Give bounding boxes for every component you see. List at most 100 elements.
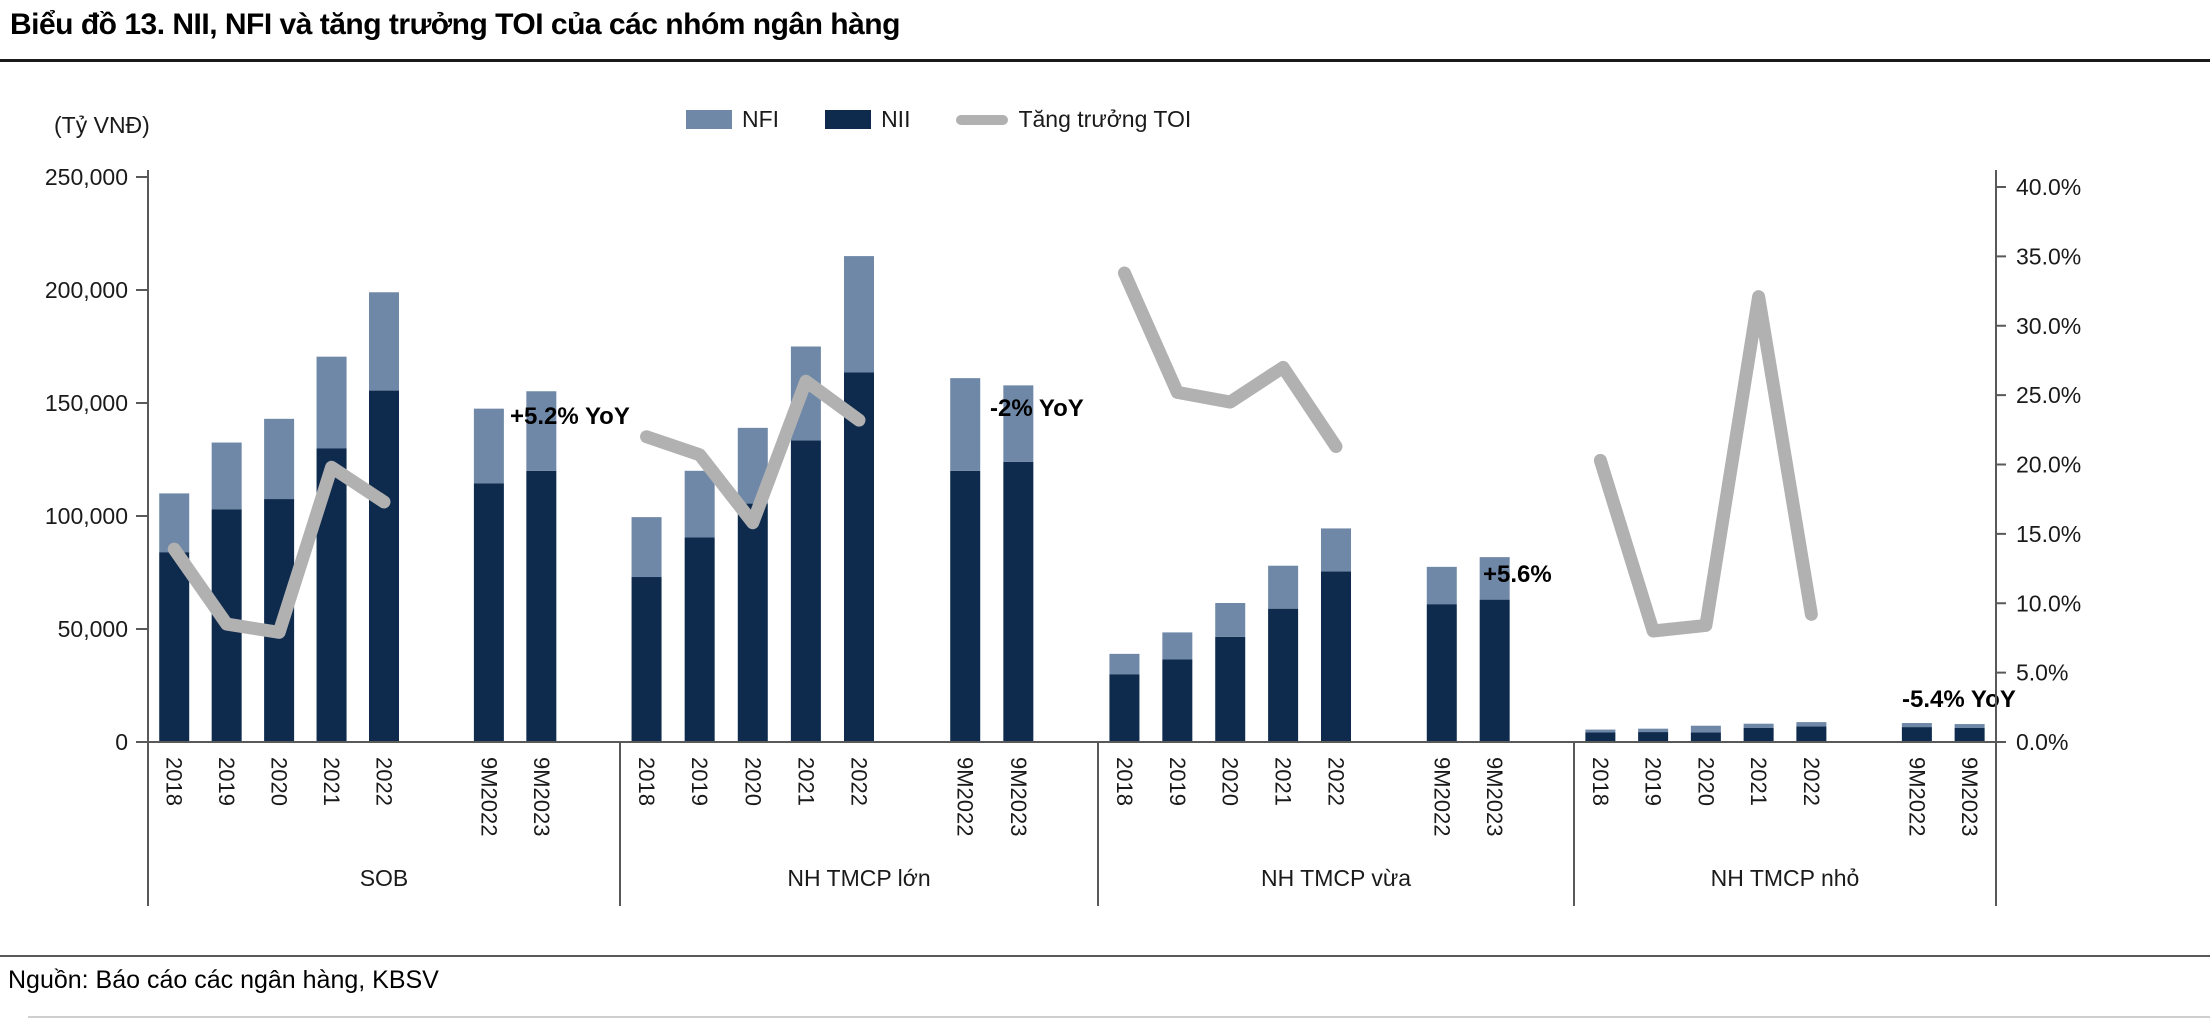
bar-nfi-nh-tmcp-v-a-2019 — [1162, 632, 1193, 660]
x-axis-year-label: 2020 — [267, 757, 292, 806]
left-axis-tick-label: 200,000 — [45, 277, 128, 303]
bar-nfi-sob-2022 — [369, 292, 399, 391]
bar-nii-sob-9M2023 — [526, 470, 557, 742]
bar-nfi-sob-2020 — [264, 418, 295, 500]
bar-nii-sob-2022 — [369, 390, 399, 742]
bar-nfi-nh-tmcp-v-a-2021 — [1268, 565, 1299, 609]
left-axis-tick-label: 100,000 — [45, 503, 128, 529]
x-axis-year-label: 9M2023 — [529, 757, 554, 837]
bar-nfi-sob-9M2023 — [526, 391, 557, 471]
annotation-nh-tmcp-l-n: -2% YoY — [990, 395, 1084, 422]
x-axis-year-label: 2019 — [687, 757, 712, 806]
toi-growth-line-nh-tmcp-l-n — [640, 374, 866, 530]
group-label-nh-tmcp-v-a: NH TMCP vừa — [1261, 865, 1411, 891]
bar-nii-nh-tmcp-nh--2021 — [1743, 727, 1774, 742]
bar-nii-nh-tmcp-v-a-2020 — [1215, 636, 1246, 742]
bar-nfi-nh-tmcp-nh--9M2022 — [1901, 723, 1932, 728]
right-axis-tick-label: 0.0% — [2016, 729, 2068, 755]
toi-growth-line-nh-tmcp-nh- — [1593, 290, 1818, 638]
x-axis-year-label: 2021 — [793, 757, 818, 806]
x-axis-year-label: 2020 — [1218, 757, 1243, 806]
bar-nii-nh-tmcp-v-a-2021 — [1268, 608, 1299, 742]
x-axis-year-label: 2021 — [1746, 757, 1771, 806]
x-axis-year-label: 2020 — [740, 757, 765, 806]
bar-nii-sob-9M2022 — [473, 483, 504, 742]
bar-nii-nh-tmcp-nh--2022 — [1796, 726, 1827, 742]
bar-nii-nh-tmcp-l-n-9M2023 — [1003, 461, 1034, 742]
toi-growth-line-sob — [167, 460, 391, 639]
left-axis-tick-label: 250,000 — [45, 164, 128, 190]
bar-nfi-sob-2019 — [211, 442, 242, 510]
bar-nii-nh-tmcp-l-n-9M2022 — [950, 470, 981, 742]
bar-nii-nh-tmcp-nh--9M2022 — [1901, 727, 1932, 742]
right-axis-tick-label: 10.0% — [2016, 590, 2081, 616]
bar-nii-nh-tmcp-nh--2019 — [1638, 732, 1669, 742]
bar-nfi-nh-tmcp-nh--2021 — [1743, 723, 1774, 728]
right-axis-tick-label: 20.0% — [2016, 452, 2081, 478]
x-axis-year-label: 2019 — [1641, 757, 1666, 806]
right-axis-tick-label: 30.0% — [2016, 313, 2081, 339]
x-axis-year-label: 2022 — [372, 757, 397, 806]
x-axis-year-label: 2018 — [1112, 757, 1137, 806]
x-axis-year-label: 9M2023 — [1006, 757, 1031, 837]
x-axis-year-label: 9M2022 — [1904, 757, 1929, 837]
x-axis-year-label: 2018 — [162, 757, 187, 806]
bar-nii-nh-tmcp-v-a-9M2022 — [1426, 604, 1457, 742]
bar-nfi-nh-tmcp-v-a-9M2022 — [1426, 566, 1457, 605]
bar-nii-sob-2018 — [159, 552, 190, 742]
legend-swatch-nii — [825, 110, 872, 129]
bar-nfi-nh-tmcp-l-n-2022 — [844, 256, 874, 373]
bar-nfi-sob-9M2022 — [473, 408, 504, 484]
bar-nii-nh-tmcp-nh--2020 — [1690, 732, 1721, 742]
legend-label-toi: Tăng trưởng TOI — [1018, 106, 1192, 132]
legend-swatch-toi-line — [956, 114, 1009, 125]
chart-title: Biểu đồ 13. NII, NFI và tăng trưởng TOI … — [10, 8, 900, 41]
group-label-sob: SOB — [360, 865, 409, 891]
bar-nfi-sob-2021 — [316, 356, 347, 449]
bar-nfi-nh-tmcp-nh--2020 — [1690, 725, 1721, 733]
bar-nii-nh-tmcp-v-a-2022 — [1321, 571, 1351, 742]
x-axis-year-label: 2021 — [319, 757, 344, 806]
bar-nii-nh-tmcp-v-a-2019 — [1162, 659, 1193, 742]
x-axis-year-label: 2019 — [214, 757, 239, 806]
chart-legend: NFI NII Tăng trưởng TOI — [686, 106, 1237, 133]
annotation-nh-tmcp-nh-: -5.4% YoY — [1902, 686, 2016, 713]
x-axis-year-label: 9M2023 — [1482, 757, 1507, 837]
x-axis-year-label: 9M2023 — [1957, 757, 1982, 837]
title-divider — [0, 59, 2210, 62]
x-axis-year-label: 2021 — [1271, 757, 1296, 806]
legend-label-nfi: NFI — [742, 106, 780, 132]
legend-label-nii: NII — [881, 106, 911, 132]
bottom-faint-divider — [28, 1016, 2210, 1018]
right-axis-tick-label: 25.0% — [2016, 382, 2081, 408]
footer-divider — [0, 955, 2210, 957]
right-axis-tick-label: 40.0% — [2016, 174, 2081, 200]
bar-nfi-sob-2018 — [159, 493, 190, 553]
annotation-sob: +5.2% YoY — [510, 403, 630, 430]
bar-nfi-nh-tmcp-l-n-2018 — [631, 517, 662, 578]
left-axis-tick-label: 50,000 — [58, 616, 128, 642]
source-text: Nguồn: Báo cáo các ngân hàng, KBSV — [8, 966, 439, 994]
annotation-nh-tmcp-v-a: +5.6% — [1483, 561, 1552, 588]
x-axis-year-label: 2018 — [1588, 757, 1613, 806]
x-axis-year-label: 2018 — [634, 757, 659, 806]
x-axis-year-label: 9M2022 — [476, 757, 501, 837]
bar-nfi-nh-tmcp-l-n-9M2022 — [950, 378, 981, 471]
bar-nii-nh-tmcp-l-n-2021 — [790, 440, 821, 742]
bar-nfi-nh-tmcp-nh--9M2023 — [1954, 724, 1985, 728]
x-axis-year-label: 2022 — [1799, 757, 1824, 806]
left-axis-unit-label: (Tỷ VNĐ) — [54, 112, 150, 138]
bar-nfi-nh-tmcp-v-a-2020 — [1215, 603, 1246, 637]
legend-swatch-nfi — [686, 110, 732, 129]
group-label-nh-tmcp-nh-: NH TMCP nhỏ — [1711, 865, 1860, 891]
bar-nii-nh-tmcp-nh--9M2023 — [1954, 727, 1985, 742]
bar-nfi-nh-tmcp-nh--2019 — [1638, 728, 1669, 733]
x-axis-year-label: 2020 — [1693, 757, 1718, 806]
bar-nfi-nh-tmcp-l-n-9M2023 — [1003, 385, 1034, 462]
bar-nii-nh-tmcp-l-n-2022 — [844, 372, 874, 742]
bar-nfi-nh-tmcp-v-a-2022 — [1321, 528, 1351, 572]
right-axis-tick-label: 15.0% — [2016, 521, 2081, 547]
bar-nfi-nh-tmcp-l-n-2019 — [684, 470, 715, 538]
group-label-nh-tmcp-l-n: NH TMCP lớn — [787, 865, 930, 891]
bar-nii-nh-tmcp-l-n-2018 — [631, 577, 662, 742]
